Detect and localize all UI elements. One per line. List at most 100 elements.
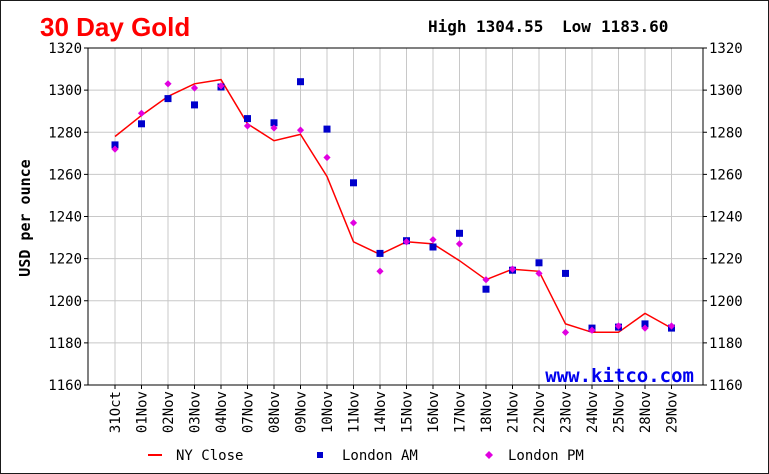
london-pm-point <box>270 124 278 132</box>
london-am-point <box>429 243 437 251</box>
y-tick-label-right: 1240 <box>709 210 743 226</box>
legend-london-am-label: London AM <box>342 448 418 464</box>
london-am-point <box>164 95 172 103</box>
london-pm-point <box>164 80 172 88</box>
ny-close-line <box>114 78 672 334</box>
chart-title: 30 Day Gold <box>40 12 190 42</box>
y-tick-label-right: 1260 <box>709 167 743 183</box>
y-tick-label-left: 1280 <box>48 125 82 141</box>
x-tick-label: 28Nov <box>638 391 654 433</box>
x-tick-label: 17Nov <box>453 391 469 433</box>
kitco-watermark: www.kitco.com <box>545 365 694 387</box>
y-tick-label-left: 1320 <box>48 41 82 57</box>
x-tick-label: 31Oct <box>108 391 124 433</box>
london-pm-point <box>111 145 119 153</box>
high-low-readout: High 1304.55 Low 1183.60 <box>428 17 668 36</box>
x-tick-label: 10Nov <box>320 391 336 433</box>
y-tick-label-right: 1300 <box>709 83 743 99</box>
london-pm-point <box>482 276 490 284</box>
london-pm-point <box>667 322 676 330</box>
london-am-point <box>244 115 251 123</box>
y-tick-label-right: 1180 <box>709 336 743 352</box>
x-tick-label: 02Nov <box>161 391 177 433</box>
axes <box>84 47 707 389</box>
london-am-point <box>350 179 357 187</box>
x-tick-label: 15Nov <box>400 391 416 433</box>
low-label: Low <box>562 17 591 36</box>
london-am-point <box>641 320 649 328</box>
x-tick-label: 21Nov <box>506 391 522 433</box>
x-tick-label: 04Nov <box>214 391 230 433</box>
london-pm-point <box>641 324 649 332</box>
london-pm-point <box>561 328 570 336</box>
london-pm-point <box>243 122 252 130</box>
grid <box>88 47 703 386</box>
x-tick-label: 14Nov <box>373 391 389 433</box>
high-label: High <box>428 17 467 36</box>
x-tick-label: 24Nov <box>585 391 601 433</box>
y-tick-label-right: 1220 <box>709 252 743 268</box>
legend: NY Close London AM London PM <box>148 448 584 464</box>
london-am-point <box>482 285 490 293</box>
plot-area-border <box>87 47 704 386</box>
london-pm-point <box>376 267 384 275</box>
x-tick-label: 07Nov <box>241 391 257 433</box>
high-value: 1304.55 <box>476 17 543 36</box>
london-am-point <box>270 119 278 127</box>
london-pm-point <box>614 322 623 330</box>
london-am-point <box>191 101 198 109</box>
x-tick-label: 01Nov <box>135 391 151 433</box>
london-am-point <box>111 141 119 149</box>
london-am-point <box>562 269 569 277</box>
x-tick-label: 08Nov <box>267 391 283 433</box>
y-tick-label-right: 1280 <box>709 125 743 141</box>
london-am-point <box>535 259 543 267</box>
y-axis-label: USD per ounce <box>16 159 34 276</box>
x-tick-label: 25Nov <box>612 391 628 433</box>
london-am-point <box>376 249 384 257</box>
london-pm-point <box>508 265 517 273</box>
london-pm-point <box>137 109 146 117</box>
y-tick-label-left: 1240 <box>48 210 82 226</box>
london-pm-point <box>190 84 199 92</box>
legend-london-am-swatch <box>317 452 323 458</box>
london-pm-point <box>588 326 596 334</box>
x-tick-label: 11Nov <box>347 391 363 433</box>
y-tick-label-left: 1180 <box>48 336 82 352</box>
x-tick-label: 18Nov <box>479 391 495 433</box>
london-am-point <box>138 120 145 128</box>
legend-london-pm-label: London PM <box>508 448 584 464</box>
y-tick-label-right: 1320 <box>709 41 743 57</box>
x-tick-label: 23Nov <box>559 391 575 433</box>
y-tick-label-left: 1300 <box>48 83 82 99</box>
london-pm-point <box>402 238 411 246</box>
london-am-point <box>323 125 331 133</box>
london-pm-point <box>323 153 331 162</box>
x-tick-label: 09Nov <box>294 391 310 433</box>
london-pm-point <box>429 236 437 244</box>
series <box>111 78 676 336</box>
y-tick-label-right: 1200 <box>709 294 743 310</box>
y-tick-label-left: 1160 <box>48 378 82 394</box>
legend-london-pm-swatch <box>485 451 493 459</box>
y-tick-label-left: 1260 <box>48 167 82 183</box>
london-pm-point <box>455 240 464 248</box>
london-pm-point <box>349 219 358 227</box>
tick-labels: 1160 1160 1180 1180 1200 1200 1220 1220 1240 1240… <box>48 41 742 433</box>
london-am-point <box>297 78 304 86</box>
x-tick-label: 03Nov <box>188 391 204 433</box>
x-tick-label: 29Nov <box>665 391 681 433</box>
x-tick-label: 22Nov <box>532 391 548 433</box>
london-am-point <box>456 229 463 237</box>
london-pm-point <box>296 126 305 134</box>
y-tick-label-left: 1200 <box>48 294 82 310</box>
legend-ny-close-label: NY Close <box>176 448 243 464</box>
london-pm-point <box>535 269 543 277</box>
y-tick-label-right: 1160 <box>709 378 743 394</box>
y-tick-label-left: 1220 <box>48 252 82 268</box>
london-pm-point <box>217 82 225 90</box>
x-tick-label: 16Nov <box>426 391 442 433</box>
low-value: 1183.60 <box>601 17 668 36</box>
